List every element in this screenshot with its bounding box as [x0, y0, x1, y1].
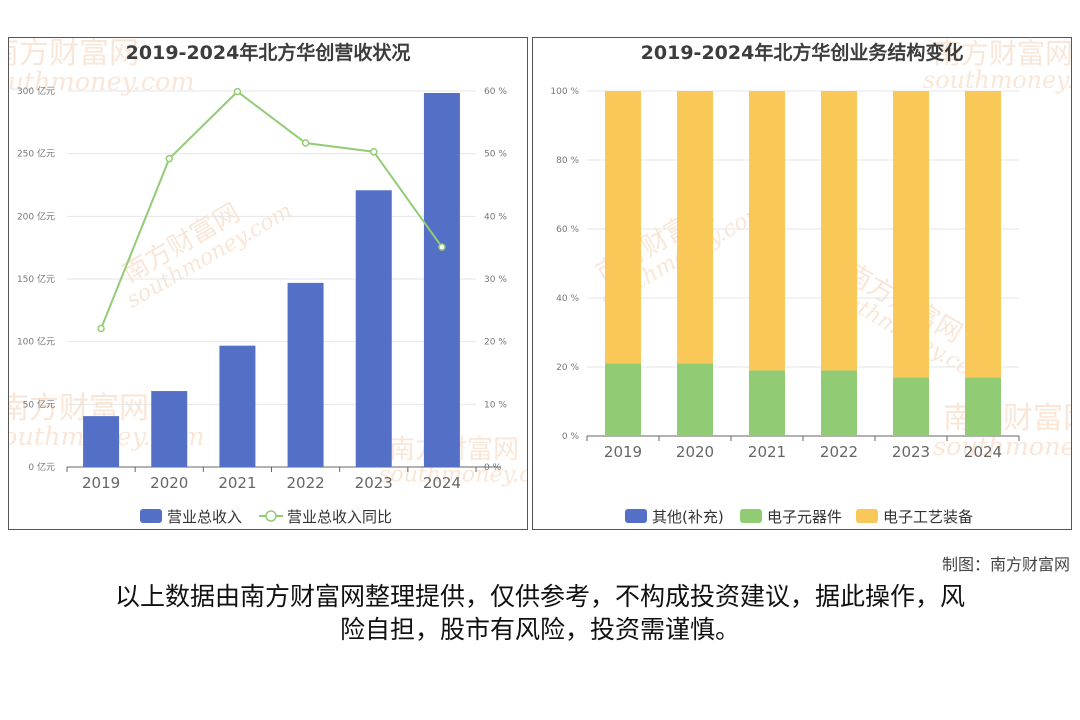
x-tick-label: 2024 [964, 443, 1002, 461]
disclaimer: 以上数据由南方财富网整理提供，仅供参考，不构成投资建议，据此操作，风 险自担，股… [60, 580, 1020, 646]
revenue-chart-panel: 南方财富网southmoney.com南方财富网southmoney.com南方… [8, 37, 528, 530]
watermark-text-en: southmoney.com [923, 66, 1071, 94]
legend: 营业总收入 营业总收入同比 [140, 508, 392, 526]
x-tick-label: 2020 [676, 443, 714, 461]
x-tick-label: 2022 [820, 443, 858, 461]
revenue-bar [423, 93, 460, 467]
revenue-bar [83, 416, 120, 467]
right-y-tick-label: 40 % [484, 212, 507, 222]
x-tick-label: 2019 [604, 443, 642, 461]
legend-label-yoy: 营业总收入同比 [287, 508, 392, 526]
y-tick-label: 60 % [556, 225, 579, 235]
x-tick-label: 2024 [423, 474, 461, 492]
chart-title: 2019-2024年北方华创业务结构变化 [641, 41, 964, 64]
y-tick-label: 20 % [556, 363, 579, 373]
left-y-tick-label: 50 亿元 [23, 398, 55, 410]
watermark-text: 南方财富网 [933, 38, 1071, 70]
legend: 其他(补充) 电子元器件 电子工艺装备 [625, 508, 973, 526]
stack-segment [821, 91, 857, 371]
right-y-tick-label: 30 % [484, 275, 507, 285]
legend-label: 其他(补充) [652, 508, 724, 526]
x-tick-label: 2019 [82, 474, 120, 492]
legend-label-revenue: 营业总收入 [167, 508, 242, 526]
revenue-bar [355, 190, 392, 467]
stack-segment [605, 91, 641, 364]
revenue-bar [219, 345, 256, 467]
stack-segment [893, 91, 929, 378]
y-tick-label: 80 % [556, 156, 579, 166]
left-y-tick-label: 250 亿元 [17, 148, 55, 160]
yoy-growth-line [100, 90, 443, 329]
y-tick-label: 100 % [550, 87, 579, 97]
revenue-chart: 南方财富网southmoney.com南方财富网southmoney.com南方… [9, 38, 527, 526]
stack-segment [965, 91, 1001, 378]
grid-lines [587, 90, 1019, 368]
right-y-tick-label: 20 % [484, 338, 507, 348]
legend-swatch [625, 509, 647, 523]
left-y-tick-label: 150 亿元 [17, 273, 55, 285]
watermark-text: 南方财富网 [9, 391, 149, 426]
disclaimer-line-1: 以上数据由南方财富网整理提供，仅供参考，不构成投资建议，据此操作，风 [114, 582, 965, 611]
business-structure-chart: 南方财富网southmoney.com南方财富网southmoney.com南方… [550, 38, 1071, 526]
legend-swatch-revenue [140, 509, 162, 523]
yoy-growth-point [370, 148, 378, 156]
stack-segment [677, 91, 713, 364]
left-y-tick-label: 200 亿元 [17, 210, 55, 222]
grid-lines [67, 90, 476, 405]
watermark-text: 南方财富网 [9, 38, 139, 71]
x-tick-label: 2020 [150, 474, 188, 492]
legend-label: 电子工艺装备 [883, 508, 973, 526]
y-tick-label: 0 % [562, 432, 580, 442]
revenue-bar [151, 391, 188, 467]
left-y-tick-label: 300 亿元 [17, 85, 55, 97]
right-y-tick-label: 10 % [484, 400, 507, 410]
right-y-tick-label: 0 % [484, 463, 502, 473]
stack-segment [605, 363, 641, 436]
watermark-text: 南方财富网 [943, 401, 1071, 436]
x-tick-label: 2021 [748, 443, 786, 461]
yoy-growth-point [438, 243, 446, 251]
yoy-growth-point [97, 324, 105, 333]
disclaimer-line-2: 险自担，股市有风险，投资需谨慎。 [339, 615, 740, 644]
left-y-tick-label: 100 亿元 [17, 336, 55, 348]
yoy-growth-point [165, 154, 173, 163]
x-tick-label: 2023 [355, 474, 393, 492]
chart-credit: 制图：南方财富网 [941, 555, 1070, 574]
y-tick-label: 40 % [556, 294, 579, 304]
revenue-bar [287, 282, 324, 467]
legend-swatch [856, 509, 878, 523]
legend-label: 电子元器件 [767, 508, 842, 526]
watermark-text-en: southmoney.com [9, 67, 195, 97]
right-y-tick-label: 50 % [484, 150, 507, 160]
legend-swatch [740, 509, 762, 523]
yoy-growth-point [301, 139, 310, 147]
stack-segment [821, 370, 857, 436]
stack-segment [677, 363, 713, 436]
stack-segment [893, 377, 929, 436]
stack-segment [749, 91, 785, 371]
yoy-growth-point [233, 87, 242, 96]
stack-segment [749, 370, 785, 436]
right-y-tick-label: 60 % [484, 87, 507, 97]
business-structure-chart-panel: 南方财富网southmoney.com南方财富网southmoney.com南方… [532, 37, 1072, 530]
legend-swatch-yoy-marker [265, 510, 277, 522]
x-tick-label: 2022 [286, 474, 324, 492]
chart-title: 2019-2024年北方华创营收状况 [126, 41, 411, 64]
stack-segment [965, 377, 1001, 436]
watermark-text-en: southmoney.com [933, 432, 1071, 462]
x-tick-label: 2021 [218, 474, 256, 492]
left-y-tick-label: 0 亿元 [28, 461, 55, 473]
x-tick-label: 2023 [892, 443, 930, 461]
